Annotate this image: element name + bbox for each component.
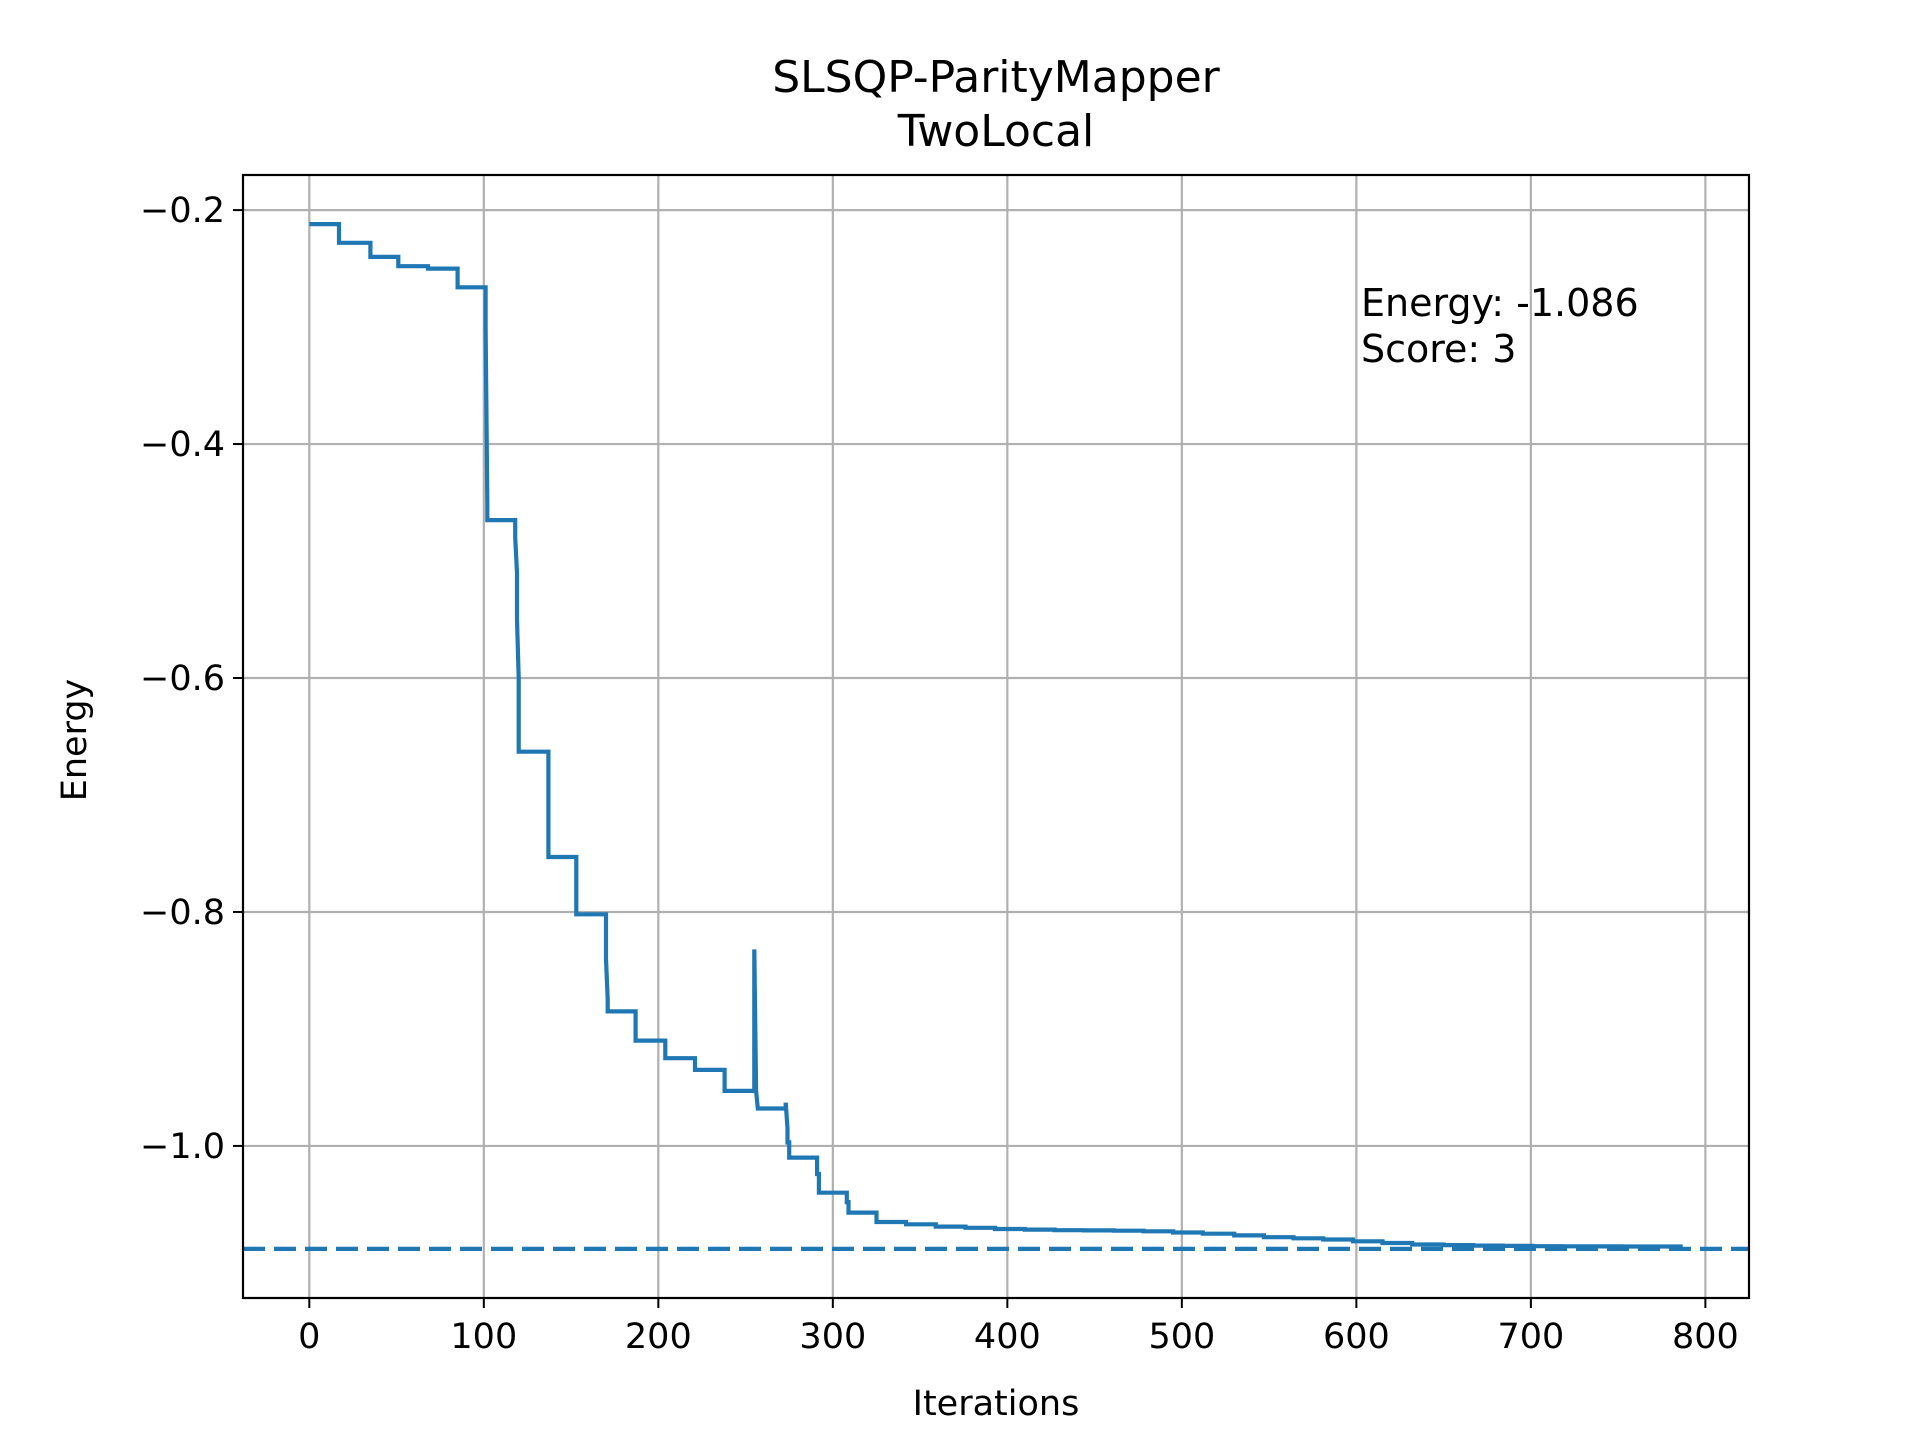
x-axis-label: Iterations: [913, 1384, 1080, 1424]
x-tick-label: 200: [625, 1317, 692, 1357]
x-tick-label: 0: [298, 1317, 320, 1357]
y-axis-label: Energy: [55, 679, 95, 802]
plot-area: [243, 222, 1749, 1252]
x-tick-label: 300: [799, 1317, 866, 1357]
chart-title: SLSQP-ParityMapper: [772, 52, 1220, 103]
energy-annotation: Energy: -1.086: [1361, 281, 1639, 325]
chart-subtitle: TwoLocal: [897, 106, 1095, 157]
x-tick-label: 100: [450, 1317, 517, 1357]
y-tick-label: −0.6: [140, 659, 225, 699]
y-tick-label: −1.0: [140, 1127, 225, 1167]
plot-frame: [241, 173, 1751, 1300]
y-tick-label: −0.2: [140, 191, 225, 231]
axis-ticks: 0 100 200 300 400 500 600 700 800 −0.2 −0.4 −0.6 −0.…: [140, 191, 1739, 1357]
x-tick-label: 700: [1497, 1317, 1564, 1357]
x-tick-label: 800: [1672, 1317, 1739, 1357]
y-tick-label: −0.4: [140, 425, 225, 465]
grid: [243, 175, 1749, 1298]
y-tick-label: −0.8: [140, 893, 225, 933]
score-annotation: Score: 3: [1361, 327, 1517, 371]
x-tick-label: 400: [974, 1317, 1041, 1357]
x-tick-label: 500: [1148, 1317, 1215, 1357]
energy-series-line: [309, 222, 1683, 1249]
x-tick-label: 600: [1323, 1317, 1390, 1357]
